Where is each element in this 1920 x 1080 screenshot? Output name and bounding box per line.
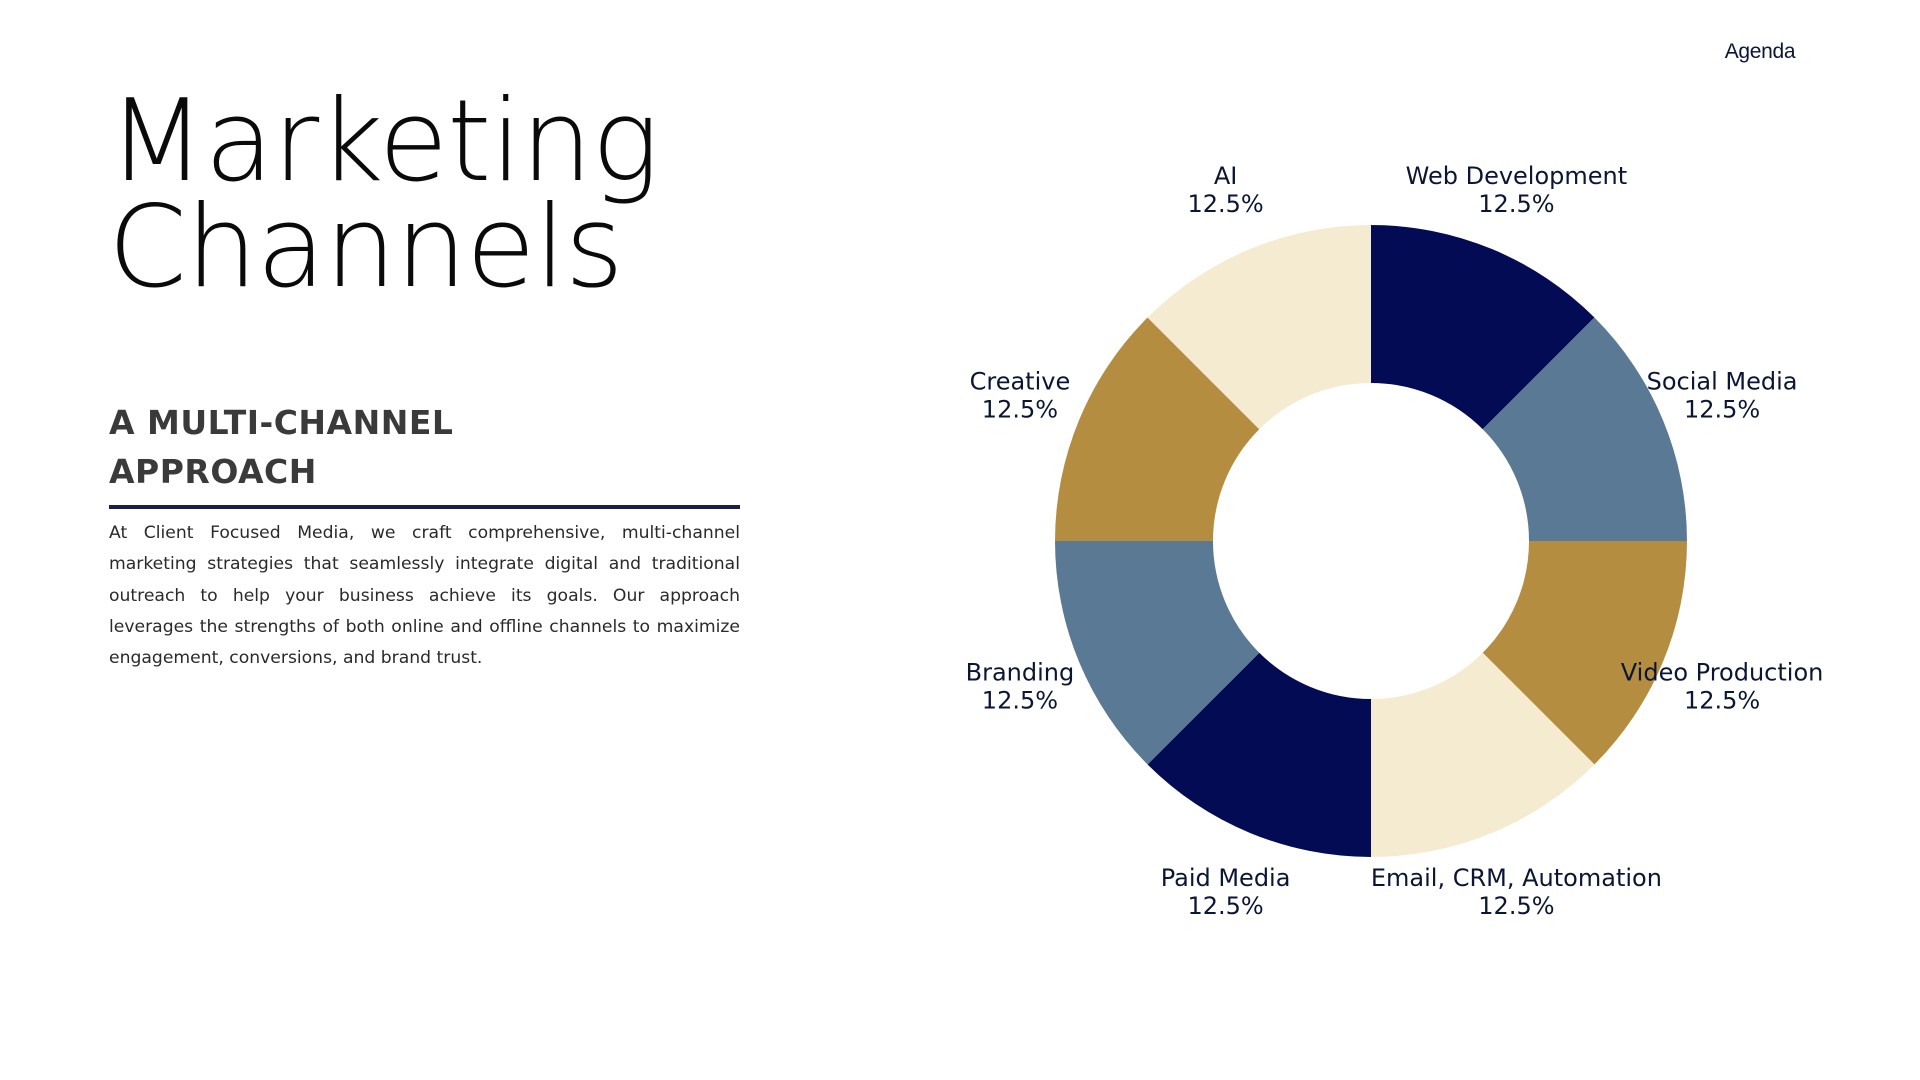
section-divider — [109, 505, 740, 509]
slice-category-label: Creative — [970, 368, 1071, 396]
slice-label-video-production: Video Production 12.5% — [1621, 658, 1824, 714]
slice-paid-media — [1147, 652, 1371, 857]
slice-value-label: 12.5% — [982, 686, 1058, 714]
slice-web-development — [1371, 225, 1595, 430]
slice-value-label: 12.5% — [1478, 190, 1554, 218]
slice-category-label: Web Development — [1406, 162, 1628, 190]
slice-ai — [1147, 225, 1371, 430]
section-body-text: At Client Focused Media, we craft compre… — [109, 523, 740, 669]
page-title: Marketing Channels — [108, 75, 659, 313]
slice-label-branding: Branding 12.5% — [966, 658, 1075, 714]
slice-category-label: Video Production — [1621, 658, 1824, 686]
agenda-link[interactable]: Agenda — [1724, 40, 1796, 63]
slice-value-label: 12.5% — [1187, 190, 1263, 218]
section-subtitle-line-1: A MULTI-CHANNEL — [109, 403, 454, 442]
slice-label-creative: Creative 12.5% — [970, 368, 1071, 424]
slice-label-paid-media: Paid Media 12.5% — [1161, 864, 1291, 920]
section-subtitle-line-2: APPROACH — [109, 452, 317, 491]
slice-category-label: Email, CRM, Automation — [1371, 864, 1662, 892]
slice-label-ai: AI 12.5% — [1187, 162, 1263, 218]
slice-value-label: 12.5% — [1187, 892, 1263, 920]
slice-video-production — [1482, 541, 1687, 765]
page-title-line-2: Channels — [108, 181, 624, 313]
slice-value-label: 12.5% — [1684, 396, 1760, 424]
slice-label-web-development: Web Development 12.5% — [1406, 162, 1628, 218]
slice-social-media — [1482, 317, 1687, 541]
slice-email-crm-automation — [1371, 652, 1595, 858]
slice-value-label: 12.5% — [1684, 686, 1760, 714]
slice-category-label: Paid Media — [1161, 864, 1291, 892]
slice-value-label: 12.5% — [982, 396, 1058, 424]
slice-branding — [1055, 541, 1260, 765]
slice-category-label: Branding — [966, 658, 1075, 686]
slice-creative — [1055, 317, 1260, 541]
section-subtitle: A MULTI-CHANNEL APPROACH — [109, 398, 709, 496]
slice-label-email-crm-automation: Email, CRM, Automation 12.5% — [1371, 864, 1662, 920]
page-title-line-1: Marketing — [108, 75, 659, 207]
slice-category-label: Social Media — [1647, 368, 1798, 396]
slice-label-social-media: Social Media 12.5% — [1647, 368, 1798, 424]
slice-value-label: 12.5% — [1478, 892, 1554, 920]
slice-category-label: AI — [1214, 162, 1238, 190]
